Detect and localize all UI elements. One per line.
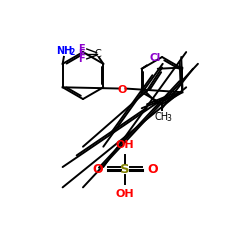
Text: Cl: Cl xyxy=(150,53,161,63)
Text: O: O xyxy=(147,163,158,176)
Text: 2: 2 xyxy=(69,48,74,57)
Text: OH: OH xyxy=(116,140,134,150)
Text: C: C xyxy=(95,49,102,59)
Text: 3: 3 xyxy=(166,114,171,123)
Text: S: S xyxy=(120,163,130,176)
Text: OH: OH xyxy=(116,189,134,199)
Text: O: O xyxy=(118,85,127,95)
Text: F: F xyxy=(78,49,85,59)
Text: O: O xyxy=(92,163,103,176)
Text: CH: CH xyxy=(154,112,168,122)
Text: F: F xyxy=(78,44,85,54)
Text: F: F xyxy=(78,54,85,64)
Text: NH: NH xyxy=(56,46,72,56)
